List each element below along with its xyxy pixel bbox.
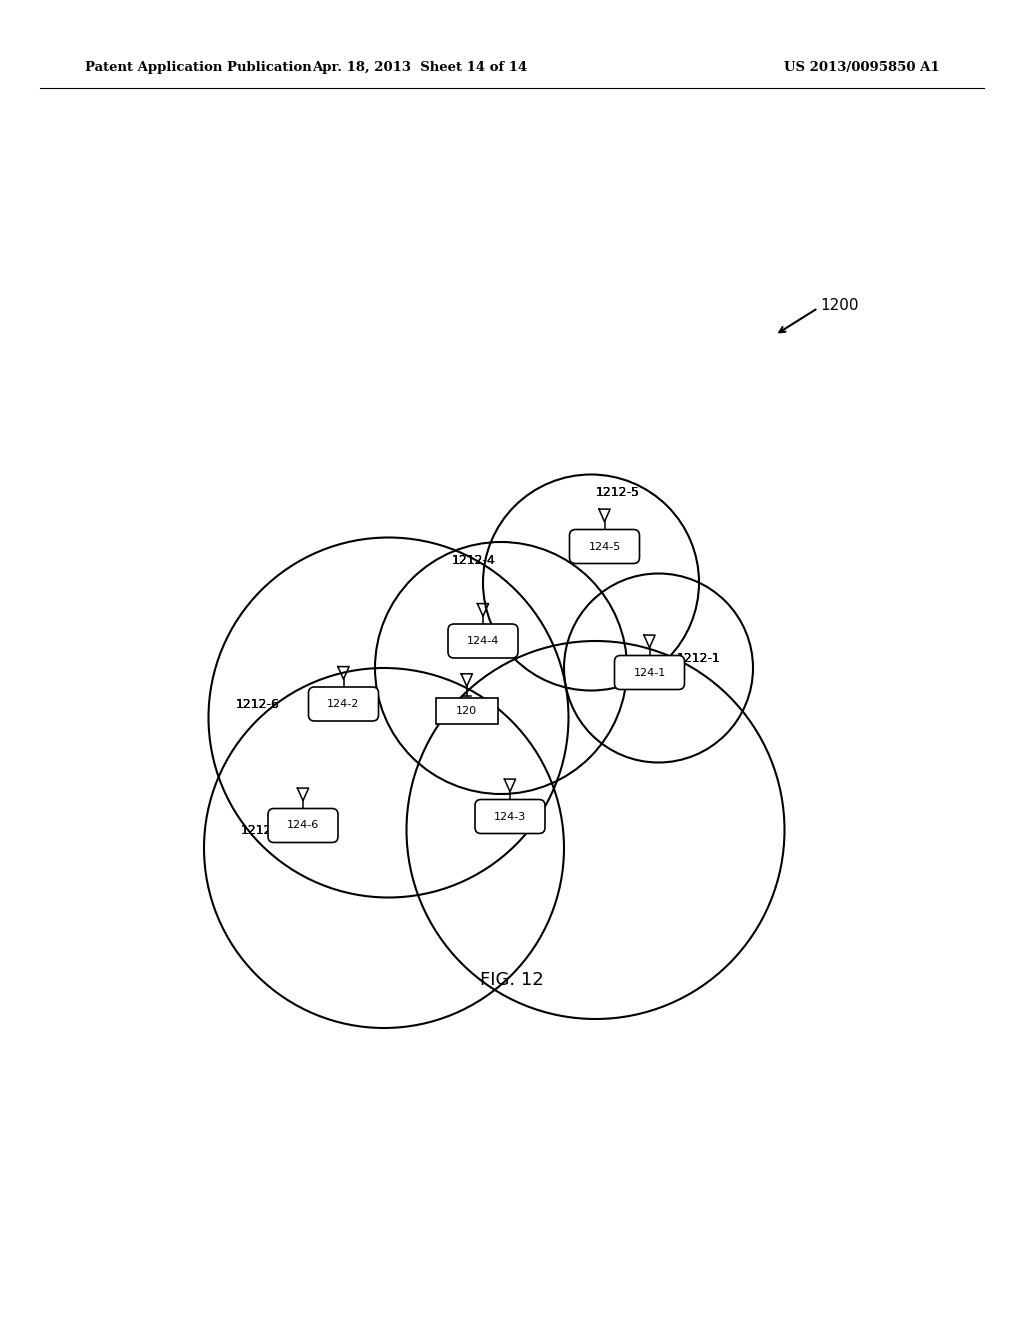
FancyBboxPatch shape [308,686,379,721]
Text: 1212-2: 1212-2 [241,824,285,837]
Text: 1212-5: 1212-5 [596,486,640,499]
Text: 1212-2: 1212-2 [241,824,285,837]
Text: 124-6: 124-6 [287,821,319,830]
Text: 124-2: 124-2 [328,700,359,709]
Text: 124-1: 124-1 [634,668,666,677]
FancyBboxPatch shape [436,698,498,725]
Text: 1212-6: 1212-6 [237,697,280,710]
Text: 124-5: 124-5 [589,541,621,552]
Text: 1212-1: 1212-1 [677,652,721,665]
Text: 1212-4: 1212-4 [452,553,496,566]
Text: Apr. 18, 2013  Sheet 14 of 14: Apr. 18, 2013 Sheet 14 of 14 [312,62,527,74]
Text: 1212-6: 1212-6 [237,697,280,710]
Text: 1212-4: 1212-4 [452,553,496,566]
Text: 1212-5: 1212-5 [596,486,640,499]
Text: 1212-3: 1212-3 [614,671,658,684]
Text: FIG. 12: FIG. 12 [480,972,544,989]
Text: 1212-1: 1212-1 [677,652,721,665]
Text: 124-4: 124-4 [467,636,499,645]
Text: 124-3: 124-3 [494,812,526,821]
FancyBboxPatch shape [268,808,338,842]
Text: 1212-5: 1212-5 [596,486,640,499]
FancyBboxPatch shape [475,800,545,833]
Text: 1212-6: 1212-6 [237,697,280,710]
Text: 1212-4: 1212-4 [452,553,496,566]
FancyBboxPatch shape [614,656,684,689]
Text: 1212-1: 1212-1 [677,652,721,665]
Text: 1212-3: 1212-3 [614,671,658,684]
Text: 1200: 1200 [820,297,858,313]
FancyBboxPatch shape [449,624,518,657]
Text: Patent Application Publication: Patent Application Publication [85,62,311,74]
Text: 120: 120 [457,706,477,717]
Text: US 2013/0095850 A1: US 2013/0095850 A1 [784,62,940,74]
FancyBboxPatch shape [569,529,640,564]
Text: 1212-2: 1212-2 [241,824,285,837]
Text: 1212-3: 1212-3 [614,671,658,684]
